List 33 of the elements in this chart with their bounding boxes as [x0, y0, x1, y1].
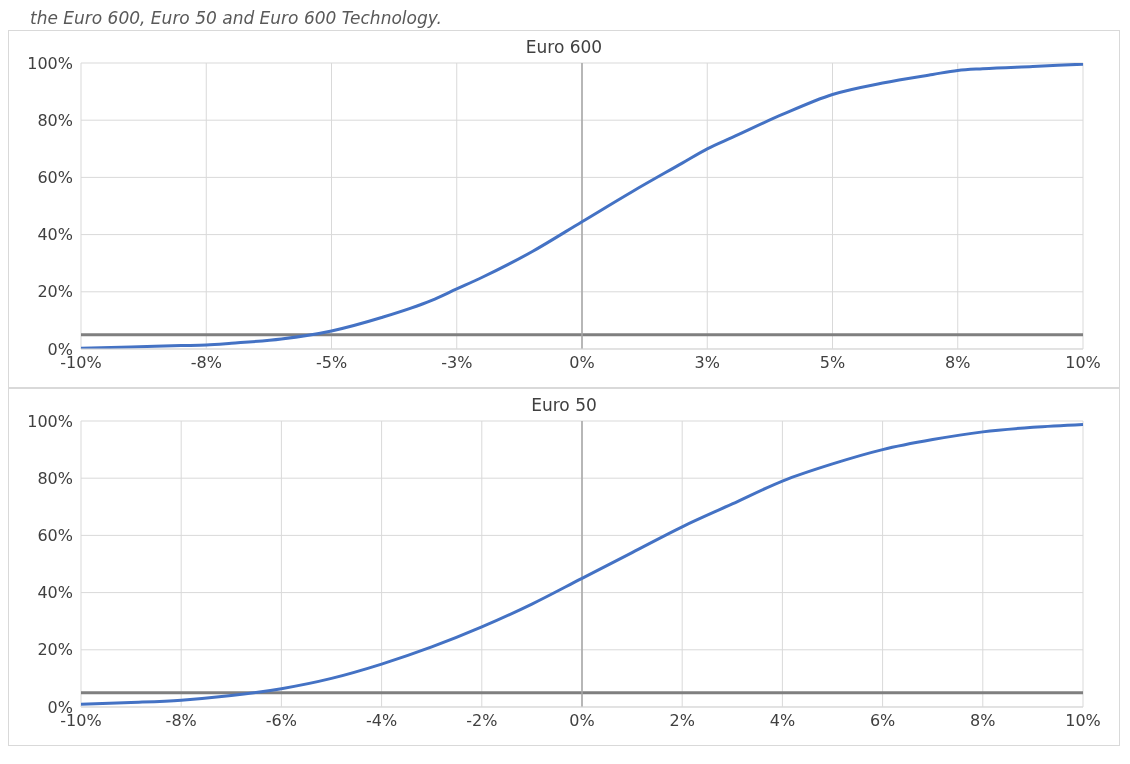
- line-series: [81, 422, 1083, 706]
- y-tick-label: 40%: [37, 225, 73, 245]
- line-series: [81, 63, 1083, 349]
- y-tick-label: 60%: [37, 526, 73, 546]
- x-tick-label: 6%: [869, 711, 896, 731]
- y-tick-label: 100%: [27, 411, 73, 431]
- text: the Euro 600, Euro 50 and Euro 600 Technology.: [30, 8, 443, 28]
- x-tick-label: 0%: [569, 711, 595, 731]
- x-tick-label: 10%: [1065, 353, 1101, 373]
- x-tick-label: -4%: [366, 711, 398, 731]
- x-tick-label: 5%: [819, 353, 846, 373]
- y-tick-label: 80%: [37, 468, 73, 488]
- x-tick-label: -3%: [441, 353, 473, 373]
- x-tick-label: 10%: [1065, 711, 1101, 731]
- x-tick-label: -8%: [190, 353, 222, 373]
- chart-title: Euro 600: [525, 37, 603, 57]
- x-tick-label: 8%: [945, 353, 971, 373]
- y-tick-label: 20%: [37, 640, 73, 660]
- x-tick-label: 8%: [970, 711, 996, 731]
- y-tick-label: 100%: [27, 53, 73, 73]
- x-tick-label: 0%: [569, 353, 595, 373]
- y-tick-label: 60%: [37, 168, 73, 188]
- x-tick-label: -8%: [165, 711, 197, 731]
- x-tick-label: -6%: [265, 711, 297, 731]
- x-tick-label: 3%: [694, 353, 720, 373]
- y-tick-label: 40%: [37, 583, 73, 603]
- y-tick-label: 80%: [37, 110, 73, 130]
- y-tick-label: 20%: [37, 282, 73, 302]
- x-tick-label: 2%: [669, 711, 695, 731]
- x-tick-label: -2%: [466, 711, 498, 731]
- x-tick-label: -5%: [315, 353, 348, 373]
- x-tick-label: 4%: [769, 711, 796, 731]
- chart-title: Euro 50: [531, 395, 597, 415]
